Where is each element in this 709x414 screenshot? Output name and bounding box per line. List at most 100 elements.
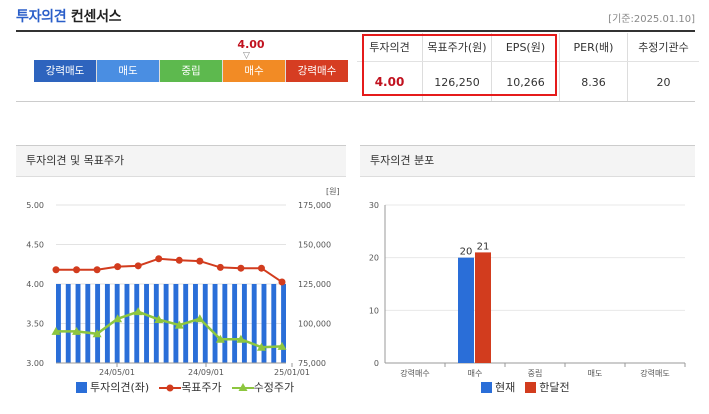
- price-point: [133, 307, 143, 316]
- opinion-bar: [261, 284, 267, 363]
- left-x-tick: 24/09/01: [188, 368, 224, 377]
- right-y-tick: 100,000: [298, 320, 331, 329]
- legend-item-opinion: 투자의견(좌): [76, 379, 149, 395]
- distribution-panel: 투자의견 분포: [360, 145, 695, 411]
- price-point: [215, 334, 225, 343]
- highlight-box: [362, 34, 557, 96]
- legend-swatch-current: [481, 381, 492, 393]
- left-panel-title: 투자의견 및 목표주가: [16, 146, 346, 177]
- price-line: [56, 310, 283, 349]
- opinion-bar: [114, 284, 120, 363]
- price-point: [195, 314, 205, 323]
- opinion-bar: [193, 284, 198, 363]
- right-y-tick: 75,000: [298, 359, 326, 368]
- legend-item-price: 수정주가: [231, 379, 295, 395]
- consensus-header-row: 투자의견 목표주가(원) EPS(원) PER(배) 추정기관수: [357, 33, 699, 62]
- opinion-bar: [153, 284, 159, 363]
- right-y-tick: 10: [369, 306, 379, 315]
- consensus-table: 투자의견 목표주가(원) EPS(원) PER(배) 추정기관수 4.00 12…: [357, 33, 699, 102]
- opinion-bar: [56, 284, 61, 363]
- title-accent: 투자의견: [16, 9, 67, 25]
- scale-segment-2: 중립: [160, 60, 222, 82]
- scale-segment-3: 매수: [223, 60, 285, 82]
- header-divider: [16, 30, 695, 32]
- col-opinion: 투자의견: [357, 33, 423, 62]
- target-point: [278, 278, 286, 286]
- price-point: [256, 342, 266, 351]
- left-legend: 투자의견(좌) 목표주가 수정주가: [76, 379, 304, 395]
- opinion-bar: [65, 284, 71, 363]
- target-point: [52, 266, 60, 274]
- distribution-chart: 30 20 10 0 강력매수 매수 20 21 중립 매도 강력매도: [369, 201, 686, 378]
- opinion-bar: [232, 284, 238, 363]
- target-point: [93, 266, 101, 274]
- target-point: [237, 264, 245, 272]
- legend-label-price: 수정주가: [253, 381, 295, 394]
- col-per: PER(배): [559, 33, 628, 62]
- right-legend: 현재 한달전: [481, 379, 580, 395]
- value-institutions: 20: [656, 75, 671, 89]
- target-point: [257, 264, 265, 272]
- category-label: 강력매도: [640, 368, 669, 378]
- consensus-table-wrap: 투자의견 목표주가(원) EPS(원) PER(배) 추정기관수 4.00 12…: [357, 33, 699, 102]
- opinion-bar: [124, 284, 130, 363]
- price-point: [236, 334, 246, 343]
- opinion-bar: [75, 284, 81, 363]
- category-label: 강력매수: [400, 368, 429, 378]
- opinion-price-chart: 5.00 4.50 4.00 3.50 3.00 175,000 150,000 125,00…: [26, 187, 339, 377]
- legend-line-price-icon: [231, 382, 254, 391]
- opinion-bar: [281, 284, 286, 363]
- opinion-bar: [212, 284, 218, 363]
- col-eps: EPS(원): [491, 33, 560, 62]
- category-label: 매도: [588, 369, 603, 378]
- price-point: [277, 341, 287, 350]
- right-y-tick: 20: [369, 254, 379, 263]
- opinion-bar: [95, 284, 101, 363]
- legend-label-target: 목표주가: [181, 381, 222, 394]
- scale-marker-icon: ▽: [243, 51, 250, 61]
- target-point: [216, 263, 224, 271]
- price-point: [113, 314, 123, 323]
- reference-date: [기준:2025.01.10]: [608, 14, 695, 25]
- legend-label-current: 현재: [495, 381, 516, 394]
- scale-separator: [159, 60, 160, 82]
- target-line: [56, 257, 283, 283]
- legend-label-month-ago: 한달전: [539, 381, 570, 394]
- col-target-price: 목표주가(원): [422, 33, 492, 62]
- opinion-bar: [85, 284, 91, 363]
- distribution-bar-label: 20: [460, 247, 473, 258]
- title-rest: 컨센서스: [70, 9, 122, 25]
- category-label: 중립: [528, 369, 543, 378]
- opinion-current-value: 4.00: [237, 38, 265, 51]
- col-institutions: 추정기관수: [627, 33, 699, 62]
- left-y-tick: 4.50: [26, 241, 44, 250]
- scale-separator: [222, 60, 223, 82]
- opinion-scale: 강력매도 매도 중립 매수 강력매수: [34, 60, 348, 82]
- right-y-tick: 175,000: [298, 201, 331, 210]
- price-point: [72, 326, 82, 335]
- scale-separator: [96, 60, 97, 82]
- scale-segment-0: 강력매도: [34, 60, 96, 82]
- summary-divider: [16, 101, 695, 102]
- target-point: [73, 266, 81, 274]
- price-point: [174, 320, 184, 329]
- opinion-bar: [163, 284, 169, 363]
- left-y-tick: 3.50: [26, 320, 44, 329]
- legend-item-month-ago: 한달전: [525, 379, 570, 395]
- left-y-tick: 4.00: [26, 280, 44, 289]
- opinion-price-panel: 투자의견 및 목표주가: [16, 145, 346, 411]
- left-y-tick: 5.00: [26, 201, 44, 210]
- category-label: 매수: [468, 369, 483, 378]
- scale-segment-1: 매도: [97, 60, 159, 82]
- left-y-tick: 3.00: [26, 359, 44, 368]
- opinion-bar: [144, 284, 149, 363]
- scale-segment-4: 강력매수: [286, 60, 348, 82]
- legend-swatch-month-ago: [525, 381, 537, 393]
- opinion-bar: [241, 284, 247, 363]
- opinion-bar: [134, 284, 140, 363]
- right-panel-title: 투자의견 분포: [360, 146, 695, 177]
- page-title: 투자의견 컨센서스: [16, 6, 122, 26]
- right-y-tick: 0: [374, 359, 379, 368]
- legend-item-target: 목표주가: [159, 379, 222, 395]
- distribution-bar: [458, 257, 474, 363]
